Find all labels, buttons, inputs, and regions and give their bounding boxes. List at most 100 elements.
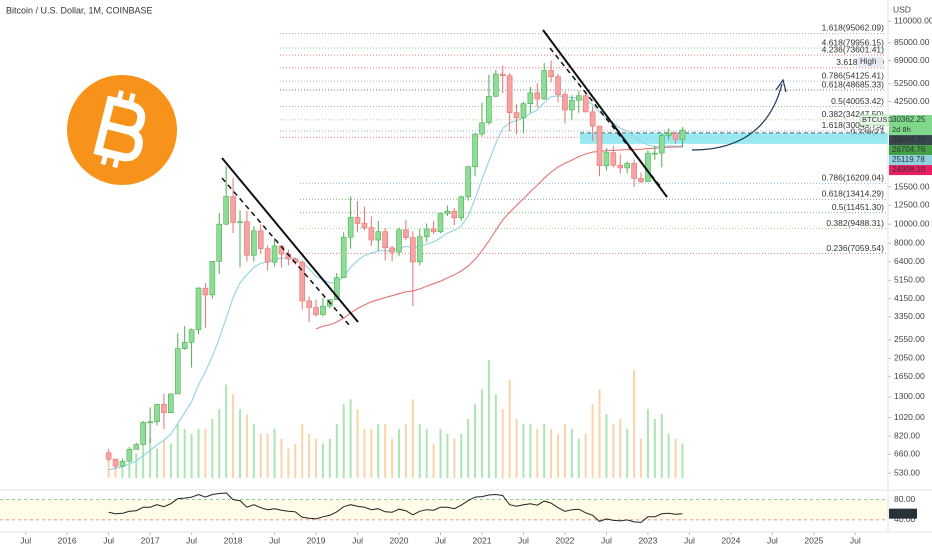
candle	[299, 260, 306, 310]
x-tick-label: 2019	[307, 535, 326, 545]
volume-bar	[135, 453, 138, 478]
y-tick-label: 820.00	[894, 430, 920, 440]
x-tick-label: Jul	[601, 535, 612, 545]
volume-bar	[121, 463, 124, 478]
volume-bar	[342, 404, 345, 478]
candle-body	[589, 111, 596, 127]
candle	[541, 63, 548, 101]
volume-bar	[218, 409, 221, 478]
candle-body	[410, 237, 416, 263]
candle	[340, 232, 347, 278]
candle-body	[423, 228, 430, 238]
candle-body	[306, 300, 312, 308]
y-tick-label: 42500.00	[894, 96, 930, 106]
candle-body	[168, 393, 174, 413]
candle-body	[430, 228, 437, 233]
candle	[430, 220, 437, 235]
volume-bar	[321, 443, 324, 478]
volume-bar	[280, 438, 283, 478]
price-badge	[889, 115, 932, 136]
x-tick-label: Jul	[767, 535, 778, 545]
candle	[486, 74, 492, 125]
volume-bar	[646, 409, 649, 478]
y-tick-label: 1020.00	[894, 412, 925, 422]
candle-body	[112, 458, 119, 467]
price-badge-label: 24908.10	[892, 165, 926, 174]
candle-body	[195, 287, 202, 331]
volume-bar	[640, 438, 643, 478]
candle	[140, 420, 146, 445]
high-label: High	[860, 57, 876, 66]
countdown-label: 2d 8h	[892, 125, 911, 134]
volume-bar	[522, 423, 525, 478]
candle-body	[264, 248, 271, 263]
volume-bar	[563, 423, 566, 478]
candle-body	[451, 210, 458, 219]
volume-bar	[660, 414, 663, 478]
candle	[562, 91, 568, 124]
high-badge	[857, 56, 883, 67]
x-tick-label: 2016	[58, 535, 77, 545]
fib-label: 0.618(13414.29)	[822, 189, 885, 199]
candle	[161, 393, 167, 430]
candle-body	[202, 287, 209, 296]
candle	[672, 131, 679, 144]
candle-body	[333, 277, 340, 300]
volume-bar	[142, 443, 145, 478]
volume-bar	[328, 438, 331, 478]
y-tick-label: 530.00	[894, 467, 920, 477]
rsi-tick-label: 40.00	[894, 514, 916, 524]
candle-body	[624, 163, 630, 169]
candle	[244, 210, 250, 262]
fib-label: 1.618(95062.09)	[822, 23, 885, 33]
volume-bar	[439, 428, 442, 478]
volume-bar	[197, 428, 200, 478]
candle-body	[548, 70, 554, 78]
volume-bar	[384, 423, 387, 478]
volume-bar	[183, 428, 186, 478]
price-badge-label: 25119.78	[892, 155, 925, 164]
candle	[368, 216, 375, 246]
candle	[320, 297, 326, 317]
y-tick-label: 2050.00	[894, 353, 925, 363]
candle	[451, 208, 458, 226]
candle	[354, 201, 361, 233]
candle-body	[603, 152, 610, 166]
volume-bar	[377, 423, 380, 478]
candle-body	[347, 217, 354, 238]
fib-label: 0.618(48685.33)	[822, 79, 885, 89]
candle-body	[562, 94, 568, 111]
candle	[264, 245, 271, 271]
candle-body	[631, 163, 637, 179]
price-badge-label: 30362.25	[892, 115, 926, 124]
volume-bar	[453, 438, 456, 478]
candle	[375, 220, 382, 251]
candle	[230, 178, 236, 234]
candle	[195, 287, 202, 335]
candle	[444, 205, 451, 217]
price-badge-label: 28014.76	[892, 135, 926, 144]
volume-bar	[391, 438, 394, 478]
candle	[382, 228, 388, 261]
y-tick-label: 85000.00	[894, 37, 930, 47]
volume-bar	[370, 428, 373, 478]
volume-bar	[238, 409, 241, 478]
candle	[520, 101, 527, 134]
candle	[555, 73, 561, 103]
y-tick-label: 8000.00	[894, 237, 925, 247]
candle-body	[541, 70, 548, 100]
volume-bar	[619, 419, 622, 478]
volume-bar	[460, 433, 463, 478]
candle	[202, 283, 209, 328]
candle-body	[126, 449, 133, 462]
candle-body	[375, 231, 382, 241]
candle-body	[652, 152, 658, 155]
x-tick-label: Jul	[352, 535, 363, 545]
candle-body	[251, 230, 257, 256]
candle	[403, 220, 409, 240]
candle-body	[575, 95, 582, 101]
volume-bar	[474, 404, 477, 478]
candle	[396, 227, 402, 257]
candle-body	[299, 262, 306, 302]
